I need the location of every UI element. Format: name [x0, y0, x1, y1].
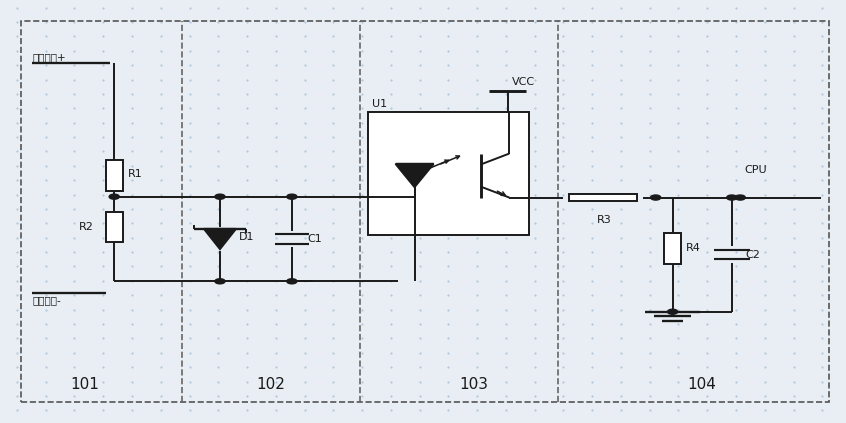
- Bar: [368, 112, 529, 235]
- Text: C2: C2: [745, 250, 761, 260]
- Circle shape: [651, 195, 661, 200]
- Circle shape: [727, 195, 737, 200]
- Text: 励磁电压+: 励磁电压+: [32, 52, 66, 62]
- Text: VCC: VCC: [512, 77, 535, 87]
- Circle shape: [109, 194, 119, 199]
- Bar: [664, 233, 681, 264]
- Circle shape: [215, 279, 225, 284]
- Text: R3: R3: [597, 214, 612, 225]
- Text: R1: R1: [128, 169, 142, 179]
- Text: 103: 103: [459, 377, 488, 393]
- Circle shape: [667, 309, 678, 314]
- Circle shape: [735, 195, 745, 200]
- Polygon shape: [204, 229, 236, 249]
- Bar: [569, 194, 636, 201]
- Bar: [106, 160, 123, 191]
- Text: C1: C1: [307, 234, 321, 244]
- Circle shape: [287, 279, 297, 284]
- Circle shape: [215, 194, 225, 199]
- Text: 101: 101: [70, 377, 99, 393]
- Text: CPU: CPU: [744, 165, 767, 175]
- Text: 励磁电压-: 励磁电压-: [32, 295, 61, 305]
- Text: R4: R4: [686, 243, 701, 253]
- Text: U1: U1: [372, 99, 387, 109]
- Circle shape: [287, 194, 297, 199]
- Text: R2: R2: [79, 222, 94, 232]
- Text: D1: D1: [239, 232, 254, 242]
- Text: 102: 102: [256, 377, 285, 393]
- Bar: [106, 212, 123, 242]
- Text: 104: 104: [688, 377, 717, 393]
- Polygon shape: [395, 164, 433, 187]
